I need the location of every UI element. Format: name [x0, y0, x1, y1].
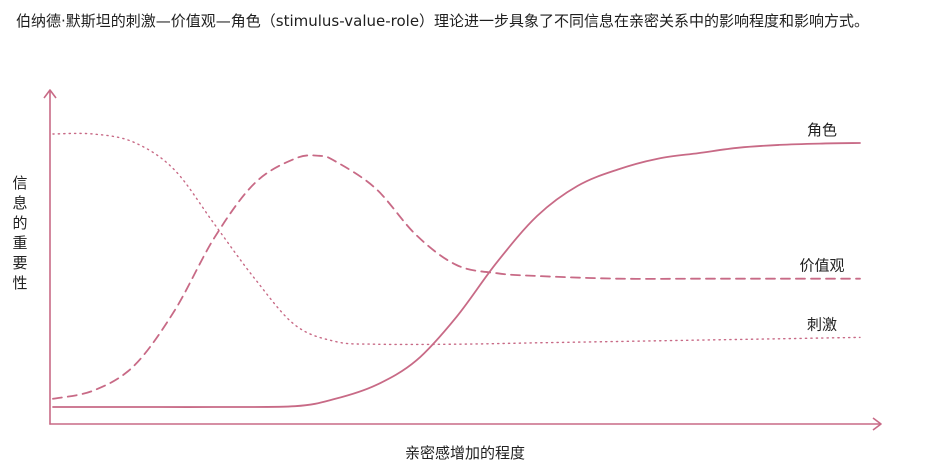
series-line-value — [52, 154, 861, 400]
x-axis-label: 亲密感增加的程度 — [405, 444, 525, 462]
series-label-stimulus: 刺激 — [807, 315, 837, 333]
y-axis-arrow — [43, 89, 57, 99]
series-line-role — [52, 142, 861, 408]
series-label-value: 价值观 — [799, 257, 844, 275]
x-axis-arrow — [872, 417, 882, 431]
y-axis-label: 信息的重要性 — [12, 174, 27, 292]
intro-paragraph: 伯纳德·默斯坦的刺激—价值观—角色（stimulus-value-role）理论… — [16, 12, 870, 30]
chart-axes — [43, 89, 882, 431]
series-label-role: 角色 — [807, 121, 837, 139]
series-line-stimulus — [52, 132, 861, 346]
